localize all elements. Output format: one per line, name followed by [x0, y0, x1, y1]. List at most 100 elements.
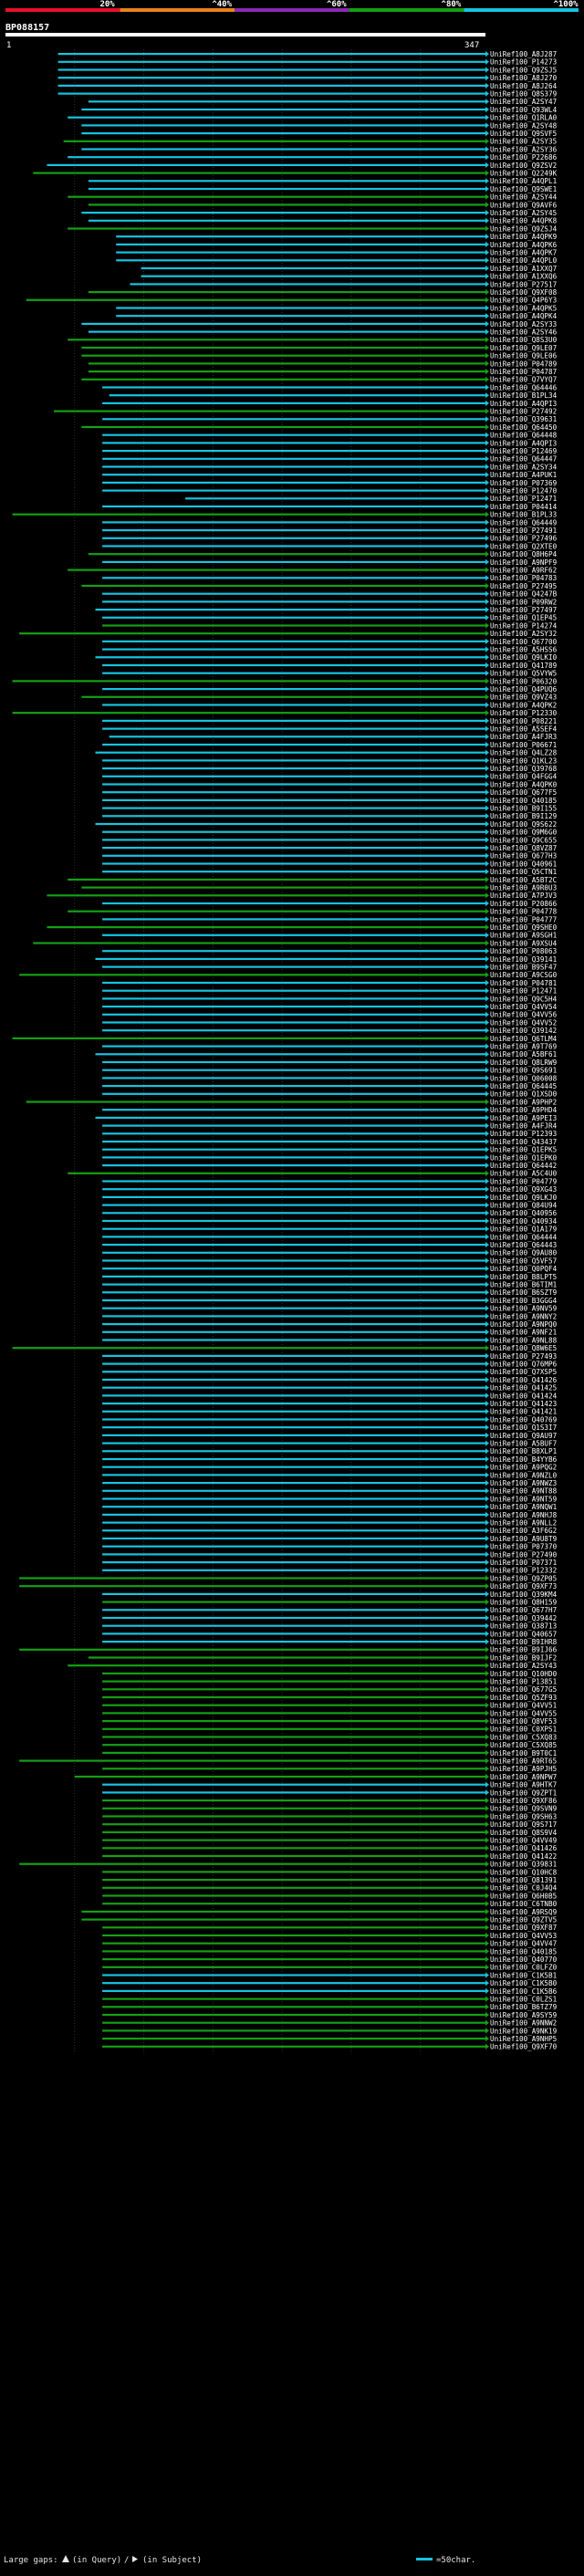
hit-row: UniRef100_P20866: [102, 900, 558, 908]
hit-row: UniRef100_Q9XF08: [88, 288, 558, 297]
hit-label: UniRef100_A9NT59: [490, 1495, 558, 1503]
hit-row: UniRef100_Q9M6G0: [102, 829, 558, 837]
hit-label: UniRef100_A4QPK8: [490, 217, 558, 225]
hit-end-marker: [485, 710, 489, 716]
hit-bar: [102, 457, 486, 460]
hit-label: UniRef100_Q39442: [490, 1614, 557, 1622]
hit-label: UniRef100_B3GGG4: [490, 1297, 558, 1305]
hit-end-marker: [485, 2036, 489, 2042]
hit-end-marker: [485, 964, 489, 970]
hit-end-marker: [485, 1090, 489, 1097]
hit-bar: [102, 1283, 486, 1286]
hit-bar: [102, 577, 486, 579]
hit-label: UniRef100_P22686: [490, 153, 558, 162]
hit-bar: [102, 1109, 486, 1111]
hit-label: UniRef100_Q677F5: [490, 788, 557, 797]
hit-end-marker: [485, 1757, 489, 1764]
hit-bar: [102, 1085, 486, 1088]
hit-end-marker: [485, 217, 489, 224]
hit-bar: [102, 1736, 486, 1738]
hit-end-marker: [485, 249, 489, 256]
hit-end-marker: [485, 1599, 489, 1605]
hit-label: UniRef100_A4QPL1: [490, 177, 558, 185]
hit-row: UniRef100_Q64446: [102, 383, 558, 391]
hit-label: UniRef100_Q4VV52: [490, 1018, 557, 1027]
hit-bar: [81, 1910, 485, 1913]
hit-bar: [102, 1521, 486, 1524]
hit-row: UniRef100_A9NK19: [102, 2027, 558, 2035]
hit-bar: [116, 259, 486, 262]
hit-row: UniRef100_A9NLL2: [102, 1519, 557, 1528]
hit-bar: [88, 370, 485, 373]
hit-row: UniRef100_Q39142: [102, 1027, 557, 1035]
hit-row: UniRef100_A9PQG2: [102, 1464, 557, 1472]
hit-bar: [102, 1974, 486, 1976]
hit-label: UniRef100_C0LZS1: [490, 1996, 558, 2004]
hit-label: UniRef100_P12332: [490, 1567, 557, 1575]
hit-end-marker: [485, 1646, 489, 1653]
hit-label: UniRef100_C0XPS1: [490, 1726, 558, 1734]
hit-bar: [102, 1807, 486, 1809]
hit-end-marker: [485, 797, 489, 803]
hit-end-marker: [485, 1575, 489, 1581]
hit-bar: [102, 1609, 486, 1611]
hit-row: UniRef100_Q9XF87: [102, 1924, 557, 1932]
hit-bar: [102, 505, 486, 508]
hit-bar: [102, 1815, 486, 1818]
hit-label: UniRef100_A9NNW2: [490, 2019, 557, 2028]
hit-row: UniRef100_Q41422: [102, 1852, 557, 1861]
hit-bar: [102, 1854, 486, 1858]
hit-row: UniRef100_Q4VV56: [102, 1011, 558, 1019]
hit-end-marker: [485, 75, 489, 81]
hit-label: UniRef100_A2SY48: [490, 121, 558, 130]
hit-label: UniRef100_A9PJH5: [490, 1765, 557, 1773]
hit-end-marker: [485, 1924, 489, 1931]
hit-row: UniRef100_Q1EPK0: [102, 1153, 558, 1162]
hit-label: UniRef100_Q9ZSJ5: [490, 66, 557, 74]
hit-bar: [102, 1386, 486, 1389]
hit-row: UniRef100_Q1RLA0: [68, 114, 558, 122]
hit-row: UniRef100_A9SGH1: [102, 932, 558, 940]
hit-label: UniRef100_Q41426: [490, 1376, 558, 1384]
hit-bar: [102, 854, 486, 857]
hit-bar: [102, 1695, 486, 1699]
hit-bar: [54, 410, 486, 412]
hit-end-marker: [485, 1170, 489, 1176]
hit-label: UniRef100_A9NPQ0: [490, 1320, 558, 1329]
hit-row: UniRef100_A2SY43: [68, 1662, 557, 1670]
hit-row: UniRef100_Q4VV54: [102, 1003, 558, 1011]
hit-row: UniRef100_A4QPK8: [88, 217, 558, 225]
hit-end-marker: [485, 376, 489, 382]
hit-label: UniRef100_Q9S622: [490, 820, 557, 829]
legend-label: 20%: [99, 0, 115, 9]
hit-end-marker: [485, 1051, 489, 1058]
hit-bar: [12, 680, 486, 683]
hit-label: UniRef100_P27497: [490, 606, 557, 614]
hit-row: UniRef100_Q39442: [102, 1614, 557, 1622]
hit-label: UniRef100_A3F6G2: [490, 1527, 557, 1535]
hit-row: UniRef100_Q9AVF6: [88, 201, 558, 209]
hit-label: UniRef100_Q8H6P4: [490, 550, 558, 558]
hit-bar: [12, 712, 486, 714]
hit-bar: [102, 1482, 486, 1485]
hit-bar: [68, 339, 485, 341]
hit-end-marker: [485, 1869, 489, 1875]
hit-row: UniRef100_Q8VZ87: [102, 844, 557, 852]
hit-row: UniRef100_C1K5B1: [102, 1971, 558, 1979]
hit-label: UniRef100_A2SY45: [490, 209, 557, 217]
hit-row: UniRef100_P08063: [102, 947, 557, 955]
hit-end-marker: [485, 1392, 489, 1399]
legend-segment: [349, 8, 464, 12]
hit-row: UniRef100_P12471: [185, 495, 558, 503]
hit-end-marker: [485, 1472, 489, 1478]
hit-label: UniRef100_A5BF61: [490, 1050, 558, 1059]
hit-bar: [102, 1950, 486, 1953]
hit-bar: [102, 727, 486, 730]
hit-bar: [68, 568, 485, 571]
hit-row: UniRef100_Q64443: [102, 1241, 557, 1249]
hit-label: UniRef100_Q4VV53: [490, 1932, 557, 1940]
hit-label: UniRef100_Q7VYQ7: [490, 376, 557, 384]
hit-row: UniRef100_P04779: [102, 1177, 558, 1185]
gap-separator: /: [124, 2556, 129, 2565]
hit-bar: [102, 862, 486, 865]
